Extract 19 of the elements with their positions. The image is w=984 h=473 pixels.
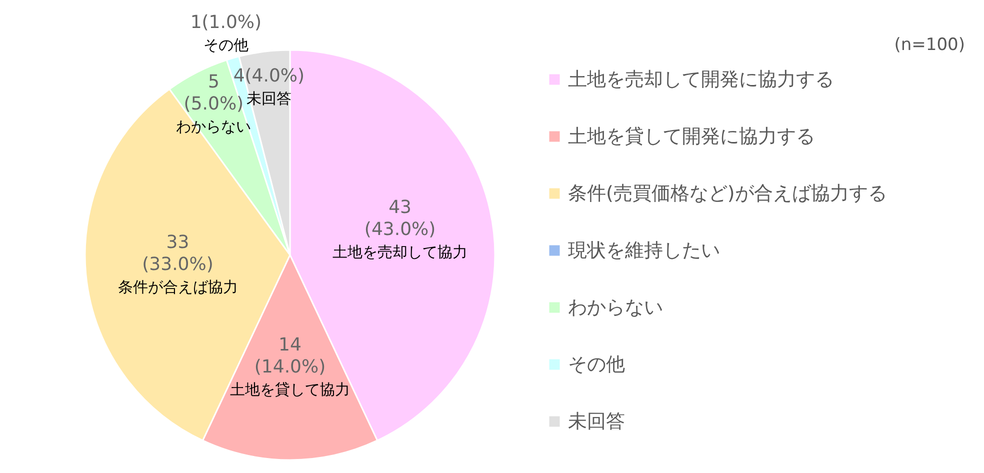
legend-label: その他 — [568, 354, 625, 376]
text: (n=100) — [894, 35, 965, 55]
text: 条件が合えば協力 — [118, 278, 238, 296]
text: 未回答 — [246, 90, 292, 108]
data-label: 43 (43.0%) — [364, 196, 436, 240]
legend-label: わからない — [568, 296, 663, 318]
legend-label: 土地を貸して開発に協力する — [568, 126, 815, 148]
text: その他 — [203, 36, 248, 54]
legend-label: 土地を売却して開発に協力する — [568, 68, 834, 90]
legend-label: 未回答 — [568, 410, 625, 432]
text: 土地を貸して協力 — [230, 380, 350, 398]
legend-label: 条件(売買価格など)が合えば協力する — [568, 182, 887, 204]
legend-label: 現状を維持したい — [568, 240, 720, 262]
text: わからない — [176, 118, 252, 136]
data-label: 14 (14.0%) — [254, 334, 326, 378]
data-label: 33 (33.0%) — [142, 232, 214, 276]
data-label: 4(4.0%) — [233, 66, 305, 87]
data-label: 1(1.0%) — [190, 12, 262, 34]
text: 土地を売却して協力 — [332, 242, 468, 261]
